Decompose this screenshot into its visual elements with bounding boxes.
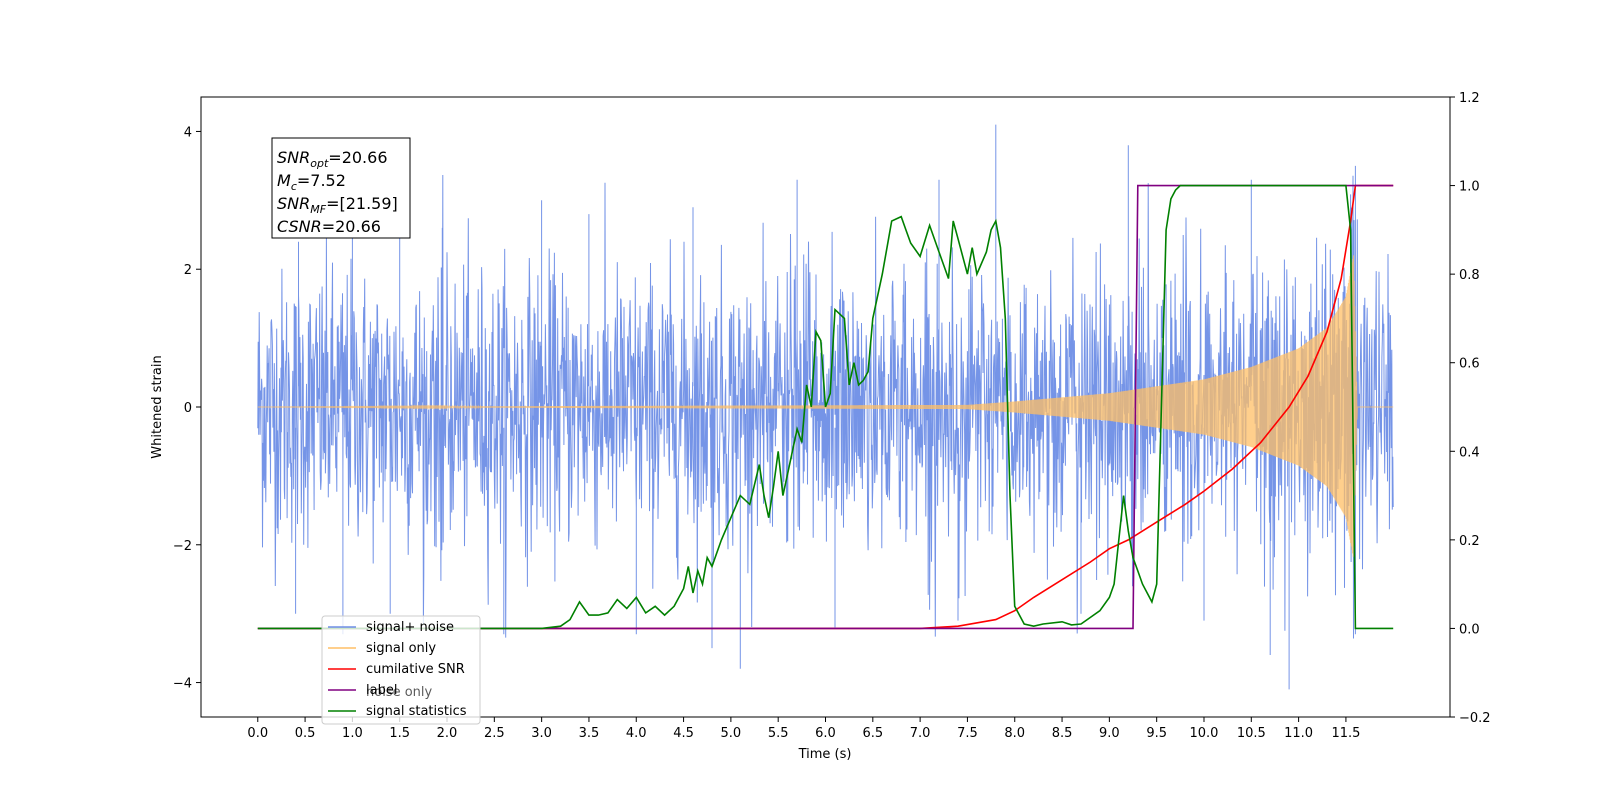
- x-tick-label: 1.0: [342, 726, 363, 741]
- y-right-tick-label: 1.2: [1459, 91, 1480, 106]
- legend-frame: [321, 615, 481, 725]
- y-right-tick-label: 0.4: [1459, 445, 1480, 460]
- x-tick-label: 2.0: [437, 726, 458, 741]
- x-tick-label: 8.0: [1004, 726, 1025, 741]
- y-right-tick-label: 0.2: [1459, 534, 1480, 549]
- legend-entry: label: [366, 683, 397, 698]
- x-tick-label: 6.5: [862, 726, 883, 741]
- y-tick-label: 2: [184, 263, 192, 278]
- legend-entry: signal statistics: [366, 704, 467, 719]
- annotation-frame: [271, 137, 411, 239]
- x-tick-label: 0.5: [295, 726, 316, 741]
- legend: signal+ noise signal only cumilative SNR la…: [321, 615, 481, 725]
- y-axis-left: −4 −2 0 2 4: [173, 125, 201, 692]
- y-right-tick-label: 1.0: [1459, 180, 1480, 195]
- legend-entry: noise only: [366, 685, 433, 700]
- x-tick-label: 10.0: [1190, 726, 1219, 741]
- x-tick-label: 4.5: [673, 726, 694, 741]
- x-tick-label: 7.5: [957, 726, 978, 741]
- x-tick-label: 11.5: [1331, 726, 1360, 741]
- y-axis-right: −0.2 0.0 0.2 0.4 0.6 0.8 1.0 1.2: [1450, 91, 1491, 726]
- y-tick-label: −4: [173, 677, 192, 692]
- y-right-tick-label: 0.0: [1459, 622, 1480, 637]
- x-tick-label: 3.5: [579, 726, 600, 741]
- y-axis-label: Whitened strain: [150, 355, 165, 458]
- series-signal-statistics: [257, 184, 1394, 630]
- annotation-line-csnr: CSNR=20.66: [277, 217, 381, 236]
- x-tick-label: 5.5: [768, 726, 789, 741]
- annotation-line-snr-opt: SNRopt=20.66: [277, 148, 388, 170]
- x-tick-label: 9.0: [1099, 726, 1120, 741]
- x-axis: 0.0 0.5 1.0 1.5 2.0 2.5 3.0 3.5 4.0 4.5 5.0 5.5 6.0 6…: [247, 717, 1360, 741]
- y-right-tick-label: −0.2: [1459, 711, 1491, 726]
- y-tick-label: 0: [184, 401, 192, 416]
- x-axis-label: Time (s): [798, 747, 852, 762]
- series-cumilative-snr: [257, 184, 1394, 630]
- x-tick-label: 10.5: [1237, 726, 1266, 741]
- annotation-line-snr-mf: SNRMF=[21.59]: [277, 194, 398, 216]
- x-tick-label: 1.5: [389, 726, 410, 741]
- y-tick-label: 4: [184, 125, 192, 140]
- series-layer: [257, 124, 1394, 690]
- annotation-line-mc: Mc=7.52: [277, 171, 346, 193]
- x-tick-label: 6.0: [815, 726, 836, 741]
- x-tick-label: 9.5: [1146, 726, 1167, 741]
- x-tick-label: 4.0: [626, 726, 647, 741]
- series-signal-plus-noise: [257, 124, 1394, 690]
- y-right-tick-label: 0.6: [1459, 357, 1480, 372]
- metrics-annotation-box: SNRopt=20.66 Mc=7.52 SNRMF=[21.59] CSNR=…: [271, 137, 411, 239]
- x-tick-label: 11.0: [1284, 726, 1313, 741]
- x-tick-label: 7.0: [910, 726, 931, 741]
- x-tick-label: 8.5: [1052, 726, 1073, 741]
- x-tick-label: 3.0: [531, 726, 552, 741]
- legend-entry: signal only: [366, 641, 436, 656]
- y-tick-label: −2: [173, 539, 192, 554]
- x-tick-label: 2.5: [484, 726, 505, 741]
- x-tick-label: 5.0: [721, 726, 742, 741]
- legend-entry: signal+ noise: [366, 620, 454, 635]
- x-tick-label: 0.0: [247, 726, 268, 741]
- y-right-tick-label: 0.8: [1459, 268, 1480, 283]
- legend-entry: cumilative SNR: [366, 662, 465, 677]
